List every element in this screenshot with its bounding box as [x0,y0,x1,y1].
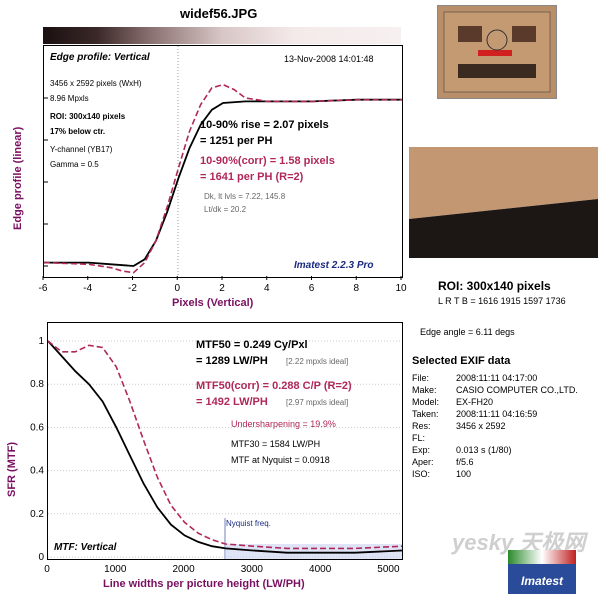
edge-dims: 3456 x 2592 pixels (WxH) [50,79,142,88]
edge-corr-2: = 1641 per PH (R=2) [200,171,304,183]
mtf-ytick-label: 0.4 [30,466,44,477]
edge-rise-2: = 1251 per PH [200,135,273,147]
exif-value: f/5.6 [456,457,474,467]
mtf-xtick-label: 1000 [104,564,127,575]
edge-xtick-label: 4 [264,283,270,294]
mtf-xlabel: Line widths per picture height (LW/PH) [103,578,305,590]
mtf-plot: MTF50 = 0.249 Cy/Pxl = 1289 LW/PH [2.22 … [47,322,403,560]
exif-row: FL: [412,432,578,444]
exif-row: File: 2008:11:11 04:17:00 [412,372,578,384]
edge-angle: Edge angle = 6.11 degs [420,327,515,337]
exif-row: Exp: 0.013 s (1/80) [412,444,578,456]
edge-gradient-strip [43,27,401,44]
chart-thumbnail [437,5,557,99]
edge-gamma: Gamma = 0.5 [50,160,99,169]
edge-xtick-label: -4 [83,283,92,294]
mtf50-1: MTF50 = 0.249 Cy/Pxl [196,339,308,351]
edge-xtick-label: -6 [39,283,48,294]
mtf-xtick-label: 3000 [241,564,264,575]
mtf-yaxis-svg: SFR (MTF) 0 0.2 0.4 0.6 0.8 1 [6,336,44,562]
edge-xtick-label: 0 [174,283,180,294]
exif-value: 0.013 s (1/80) [456,445,512,455]
mtf-xaxis-svg: 0 1000 2000 3000 4000 5000 [44,564,400,575]
edge-version: Imatest 2.2.3 Pro [294,260,373,271]
exif-key: Exp: [412,445,431,455]
edge-dk: Dk, lt lvls = 7.22, 145.8 [204,192,286,201]
roi-lrtb: L R T B = 1616 1915 1597 1736 [438,296,566,306]
edge-xtick-label: 10 [395,283,407,294]
exif-key: Model: [412,397,440,407]
exif-row: Res: 3456 x 2592 [412,420,578,432]
mtf-nyquist: MTF at Nyquist = 0.0918 [231,455,330,465]
mtf-svg: MTF50 = 0.249 Cy/Pxl = 1289 LW/PH [2.22 … [47,339,403,559]
mtf-ytick-label: 0.2 [30,509,44,520]
exif-value: 100 [456,469,472,479]
mtf-xtick-label: 2000 [172,564,195,575]
mtf-xtick-label: 5000 [377,564,400,575]
edge-profile-svg: Edge profile: Vertical 13-Nov-2008 14:01… [43,46,402,277]
exif-value: CASIO COMPUTER CO.,LTD. [456,385,578,395]
mtf-xtick-label: 0 [44,564,50,575]
edge-roi: ROI: 300x140 pixels [50,112,126,121]
mtf-ytick-label: 0 [38,552,44,562]
exif-value: EX-FH20 [456,397,494,407]
mtf30: MTF30 = 1584 LW/PH [231,439,320,449]
mtf-ideal-1: [2.22 mpxls ideal] [286,357,348,366]
exif-row: Aper: f/5.6 [412,456,578,468]
mtf-ytick-label: 0.6 [30,422,44,433]
mtf-ytick-label: 1 [38,336,44,347]
edge-series-1 [43,83,402,274]
exif-value: 2008:11:11 04:16:59 [456,409,538,419]
roi-crop [409,147,598,258]
exif-key: Aper: [412,457,434,467]
exif-key: File: [412,373,430,383]
roi-label: ROI: 300x140 pixels [438,279,551,293]
edge-below: 17% below ctr. [50,127,105,136]
edge-rise-1: 10-90% rise = 2.07 pixels [200,119,329,131]
edge-ylabel-svg: Edge profile (linear) [12,126,24,230]
exif-key: ISO: [412,469,431,479]
exif-key: Taken: [412,409,439,419]
edge-xtick-label: -2 [128,283,137,294]
exif-row: Make: CASIO COMPUTER CO.,LTD. [412,384,578,396]
image-title: widef56.JPG [180,6,258,21]
exif-key: Make: [412,385,437,395]
exif-key: Res: [412,421,431,431]
exif-title: Selected EXIF data [412,355,511,367]
exif-panel: Selected EXIF data File: 2008:11:11 04:17… [412,355,578,480]
exif-row: ISO: 100 [412,468,578,480]
undersharpening: Undersharpening = 19.9% [231,419,336,429]
imatest-logo: Imatest [508,550,576,594]
mtf-xtick-label: 4000 [309,564,332,575]
edge-xlabel: Pixels (Vertical) [172,297,254,309]
edge-xtick-label: 8 [353,283,359,294]
mtf-series-1 [47,340,403,550]
exif-key: FL: [412,433,426,443]
mtf-heading: MTF: Vertical [54,542,117,553]
edge-xaxis-svg: -6 -4 -2 0 2 4 6 8 10 [39,276,407,294]
logo-text: Imatest [520,574,564,588]
mtf-series-0 [47,340,403,554]
edge-ylabel: Edge profile (linear) [12,126,24,230]
mtf-corr-2: = 1492 LW/PH [196,396,268,408]
edge-ltdk: Lt/dk = 20.2 [204,205,247,214]
edge-heading: Edge profile: Vertical [50,52,150,63]
exif-value: 2008:11:11 04:17:00 [456,373,538,383]
nyquist-label: Nyquist freq. [226,519,271,528]
edge-xtick-label: 2 [219,283,225,294]
exif-row: Model: EX-FH20 [412,396,578,408]
edge-channel: Y-channel (YB17) [50,145,113,154]
edge-date: 13-Nov-2008 14:01:48 [284,54,374,64]
mtf50-2: = 1289 LW/PH [196,355,268,367]
exif-value: 3456 x 2592 [456,421,506,431]
mtf-corr-1: MTF50(corr) = 0.288 C/P (R=2) [196,380,352,392]
edge-profile-plot: Edge profile: Vertical 13-Nov-2008 14:01… [43,45,403,278]
edge-xtick-label: 6 [309,283,315,294]
edge-mpxls: 8.96 Mpxls [50,94,89,103]
mtf-ytick-label: 0.8 [30,379,44,390]
mtf-ylabel: SFR (MTF) [6,442,18,497]
exif-row: Taken: 2008:11:11 04:16:59 [412,408,578,420]
edge-corr-1: 10-90%(corr) = 1.58 pixels [200,155,335,167]
mtf-ideal-2: [2.97 mpxls ideal] [286,398,348,407]
